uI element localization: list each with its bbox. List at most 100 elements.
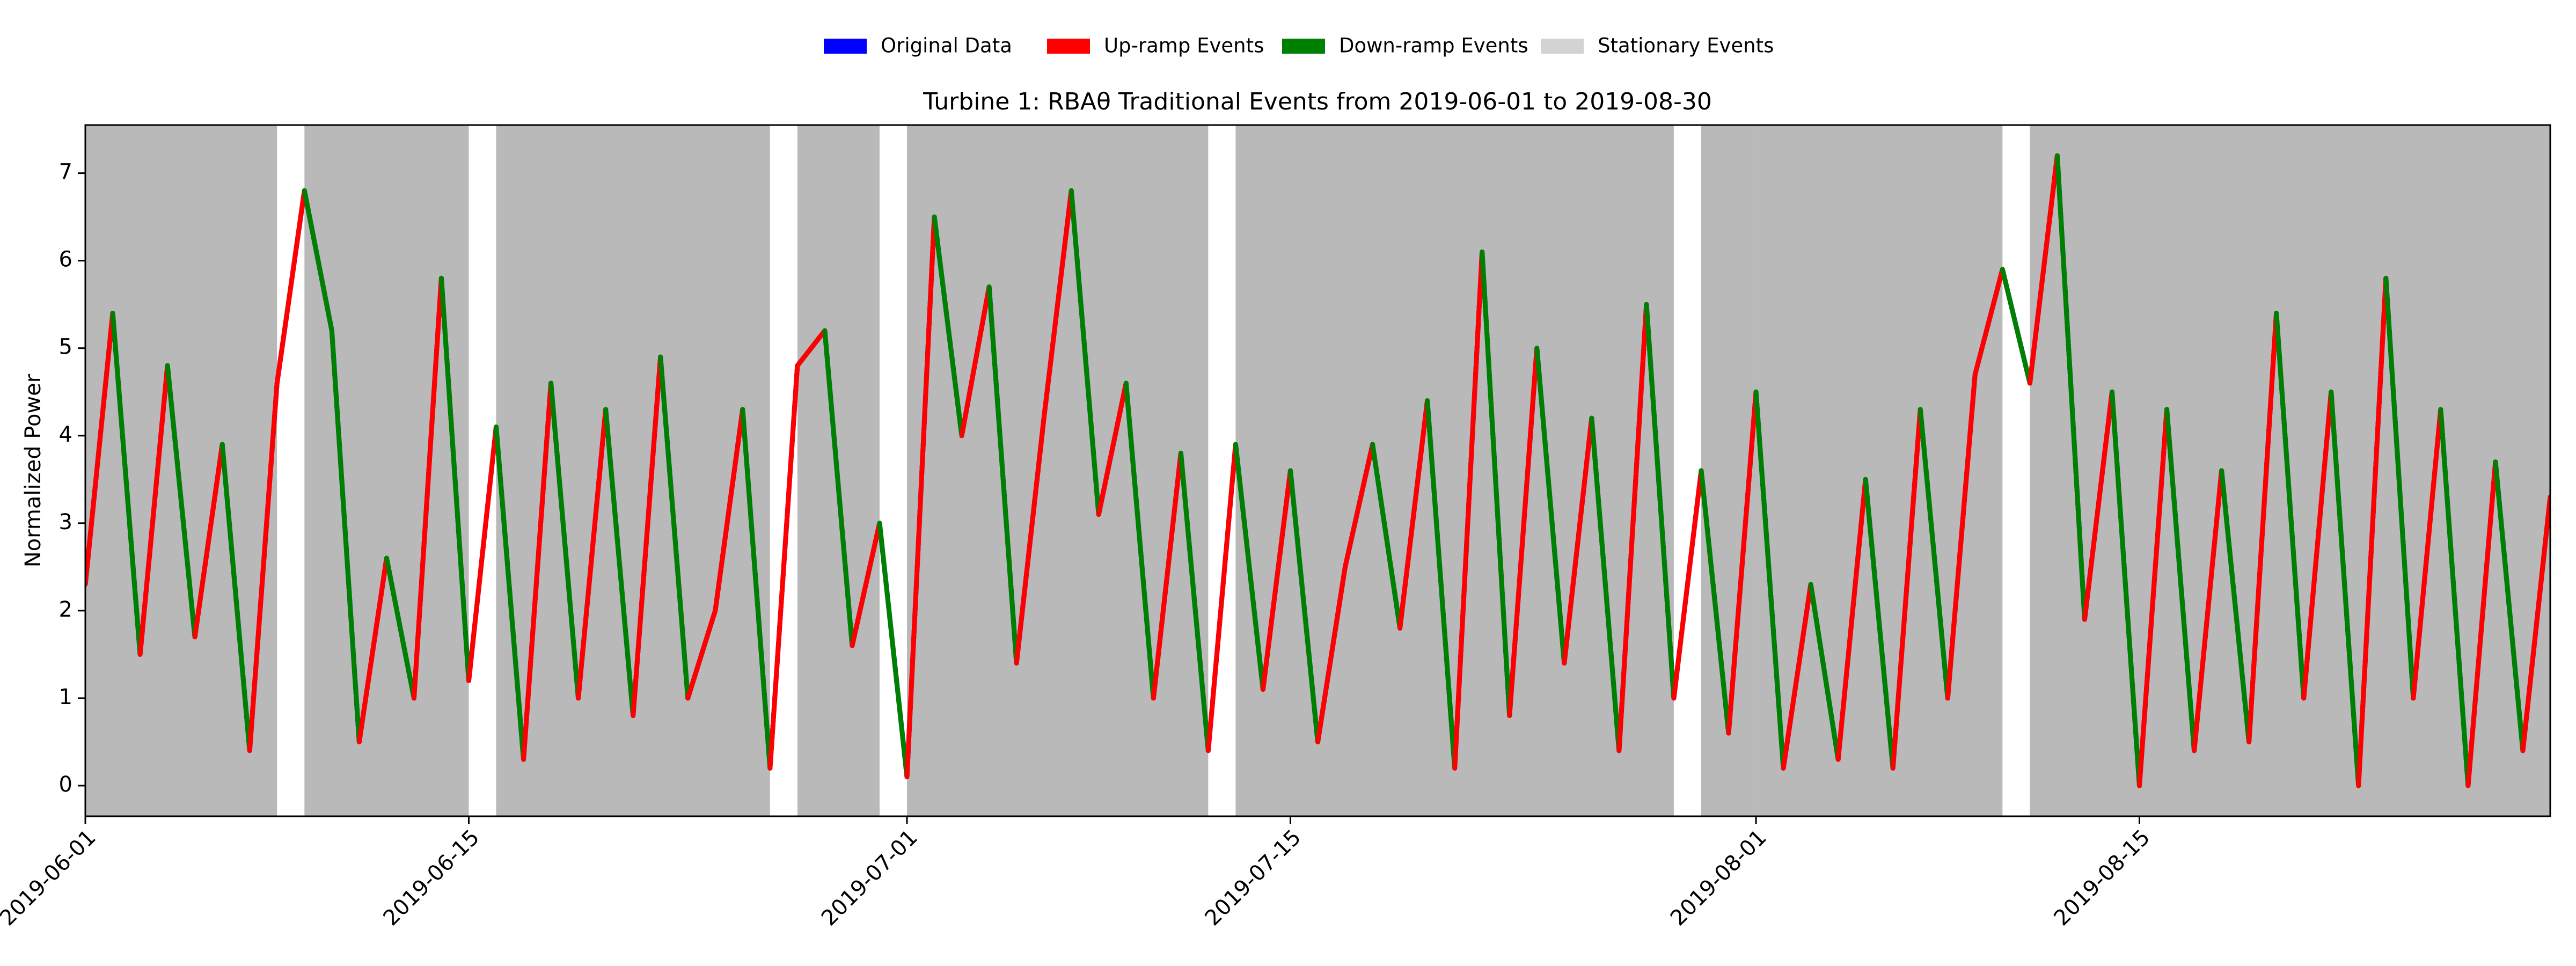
down-ramp-segment bbox=[877, 521, 910, 780]
down-ramp-segment bbox=[1178, 450, 1211, 753]
legend-label: Down-ramp Events bbox=[1339, 34, 1528, 57]
up-ramp-segment bbox=[1014, 415, 1046, 666]
up-ramp-segment bbox=[1260, 468, 1293, 692]
y-tick-label: 3 bbox=[59, 510, 72, 535]
chart-title: Turbine 1: RBAθ Traditional Events from … bbox=[923, 88, 1712, 115]
up-ramp-segment bbox=[1835, 477, 1868, 762]
down-ramp-segment bbox=[2383, 275, 2416, 701]
y-tick-label: 1 bbox=[59, 685, 72, 709]
stationary-span bbox=[1235, 125, 1674, 816]
down-ramp-segment bbox=[1425, 398, 1458, 771]
up-ramp-segment bbox=[1452, 249, 1485, 771]
up-ramp-segment bbox=[685, 608, 718, 701]
up-ramp-segment bbox=[2301, 389, 2334, 701]
stationary-span bbox=[907, 125, 1209, 816]
down-ramp-segment bbox=[2438, 407, 2471, 788]
y-tick-label: 2 bbox=[59, 597, 72, 622]
up-ramp-segment bbox=[1315, 564, 1348, 744]
up-ramp-segment bbox=[631, 354, 663, 719]
up-ramp-segment bbox=[767, 363, 800, 771]
stationary-span bbox=[304, 125, 469, 816]
down-ramp-segment bbox=[1534, 346, 1567, 666]
up-ramp-segment bbox=[1972, 267, 2005, 377]
down-ramp-segment bbox=[932, 214, 964, 438]
plot-area bbox=[85, 125, 2550, 816]
up-ramp-segment bbox=[1205, 442, 1238, 753]
legend-label: Original Data bbox=[881, 34, 1012, 57]
up-ramp-segment bbox=[1562, 415, 1594, 666]
x-tick-label: 2019-06-01 bbox=[0, 825, 101, 931]
up-ramp-segment bbox=[192, 442, 225, 640]
down-ramp-segment bbox=[302, 188, 334, 333]
up-ramp-segment bbox=[1726, 389, 1759, 736]
up-ramp-segment bbox=[850, 521, 882, 648]
down-ramp-segment bbox=[2164, 407, 2197, 753]
x-tick-label: 2019-06-15 bbox=[378, 825, 484, 931]
y-tick-label: 0 bbox=[59, 772, 72, 797]
down-ramp-segment bbox=[494, 424, 526, 762]
up-ramp-segment bbox=[2192, 468, 2224, 753]
down-ramp-segment bbox=[2109, 389, 2142, 788]
down-ramp-segment bbox=[2054, 153, 2087, 622]
stationary-span bbox=[1756, 125, 2003, 816]
down-ramp-segment bbox=[384, 555, 416, 701]
x-tick-label: 2019-08-15 bbox=[2049, 825, 2155, 931]
up-ramp-segment bbox=[85, 311, 115, 587]
down-ramp-segment bbox=[1069, 188, 1101, 517]
up-ramp-segment bbox=[2411, 407, 2443, 701]
down-ramp-segment bbox=[2274, 311, 2307, 701]
down-ramp-segment bbox=[1233, 442, 1265, 692]
y-tick-label: 6 bbox=[59, 247, 72, 272]
down-ramp-segment bbox=[165, 363, 197, 640]
up-ramp-segment bbox=[1507, 346, 1540, 719]
legend-swatch bbox=[1282, 39, 1325, 54]
x-tick-label: 2019-07-01 bbox=[817, 825, 923, 931]
legend-swatch bbox=[824, 39, 867, 54]
up-ramp-segment bbox=[411, 275, 444, 701]
down-ramp-segment bbox=[1589, 415, 1622, 753]
up-ramp-segment bbox=[2027, 153, 2060, 386]
up-ramp-segment bbox=[1945, 372, 1978, 701]
y-tick-label: 4 bbox=[59, 422, 72, 447]
legend-swatch bbox=[1541, 39, 1584, 54]
down-ramp-segment bbox=[2329, 389, 2361, 788]
up-ramp-segment bbox=[576, 407, 609, 701]
down-ramp-segment bbox=[219, 442, 252, 753]
down-ramp-segment bbox=[329, 328, 362, 744]
down-ramp-segment bbox=[1808, 582, 1841, 762]
plot-frame bbox=[84, 124, 2551, 817]
up-ramp-segment bbox=[795, 328, 828, 368]
up-ramp-segment bbox=[2520, 494, 2550, 753]
down-ramp-segment bbox=[1918, 407, 1950, 701]
legend-swatch bbox=[1047, 39, 1090, 54]
up-ramp-segment bbox=[2082, 389, 2114, 622]
y-axis-label: Normalized Power bbox=[21, 374, 46, 567]
up-ramp-segment bbox=[1041, 188, 1074, 421]
up-ramp-segment bbox=[1890, 407, 1923, 771]
down-ramp-segment bbox=[1287, 468, 1320, 744]
x-tick-label: 2019-07-15 bbox=[1200, 825, 1306, 931]
legend-label: Stationary Events bbox=[1598, 34, 1774, 57]
up-ramp-segment bbox=[2465, 459, 2498, 788]
up-ramp-segment bbox=[356, 555, 389, 744]
up-ramp-segment bbox=[1397, 398, 1430, 631]
down-ramp-segment bbox=[1644, 302, 1677, 701]
up-ramp-segment bbox=[137, 363, 170, 657]
down-ramp-segment bbox=[438, 275, 471, 683]
down-ramp-segment bbox=[2219, 468, 2252, 744]
down-ramp-segment bbox=[110, 311, 143, 657]
up-ramp-segment bbox=[466, 424, 499, 683]
down-ramp-segment bbox=[1863, 477, 1896, 771]
up-ramp-segment bbox=[2137, 407, 2170, 788]
down-ramp-segment bbox=[1753, 389, 1786, 771]
down-ramp-segment bbox=[1370, 442, 1403, 631]
down-ramp-segment bbox=[2000, 267, 2032, 386]
up-ramp-segment bbox=[521, 380, 554, 762]
up-ramp-segment bbox=[904, 214, 937, 780]
y-tick-label: 7 bbox=[59, 160, 72, 185]
up-ramp-segment bbox=[1096, 380, 1129, 517]
up-ramp-segment bbox=[2246, 311, 2279, 744]
legend-label: Up-ramp Events bbox=[1104, 34, 1264, 57]
y-tick-label: 5 bbox=[59, 335, 72, 360]
